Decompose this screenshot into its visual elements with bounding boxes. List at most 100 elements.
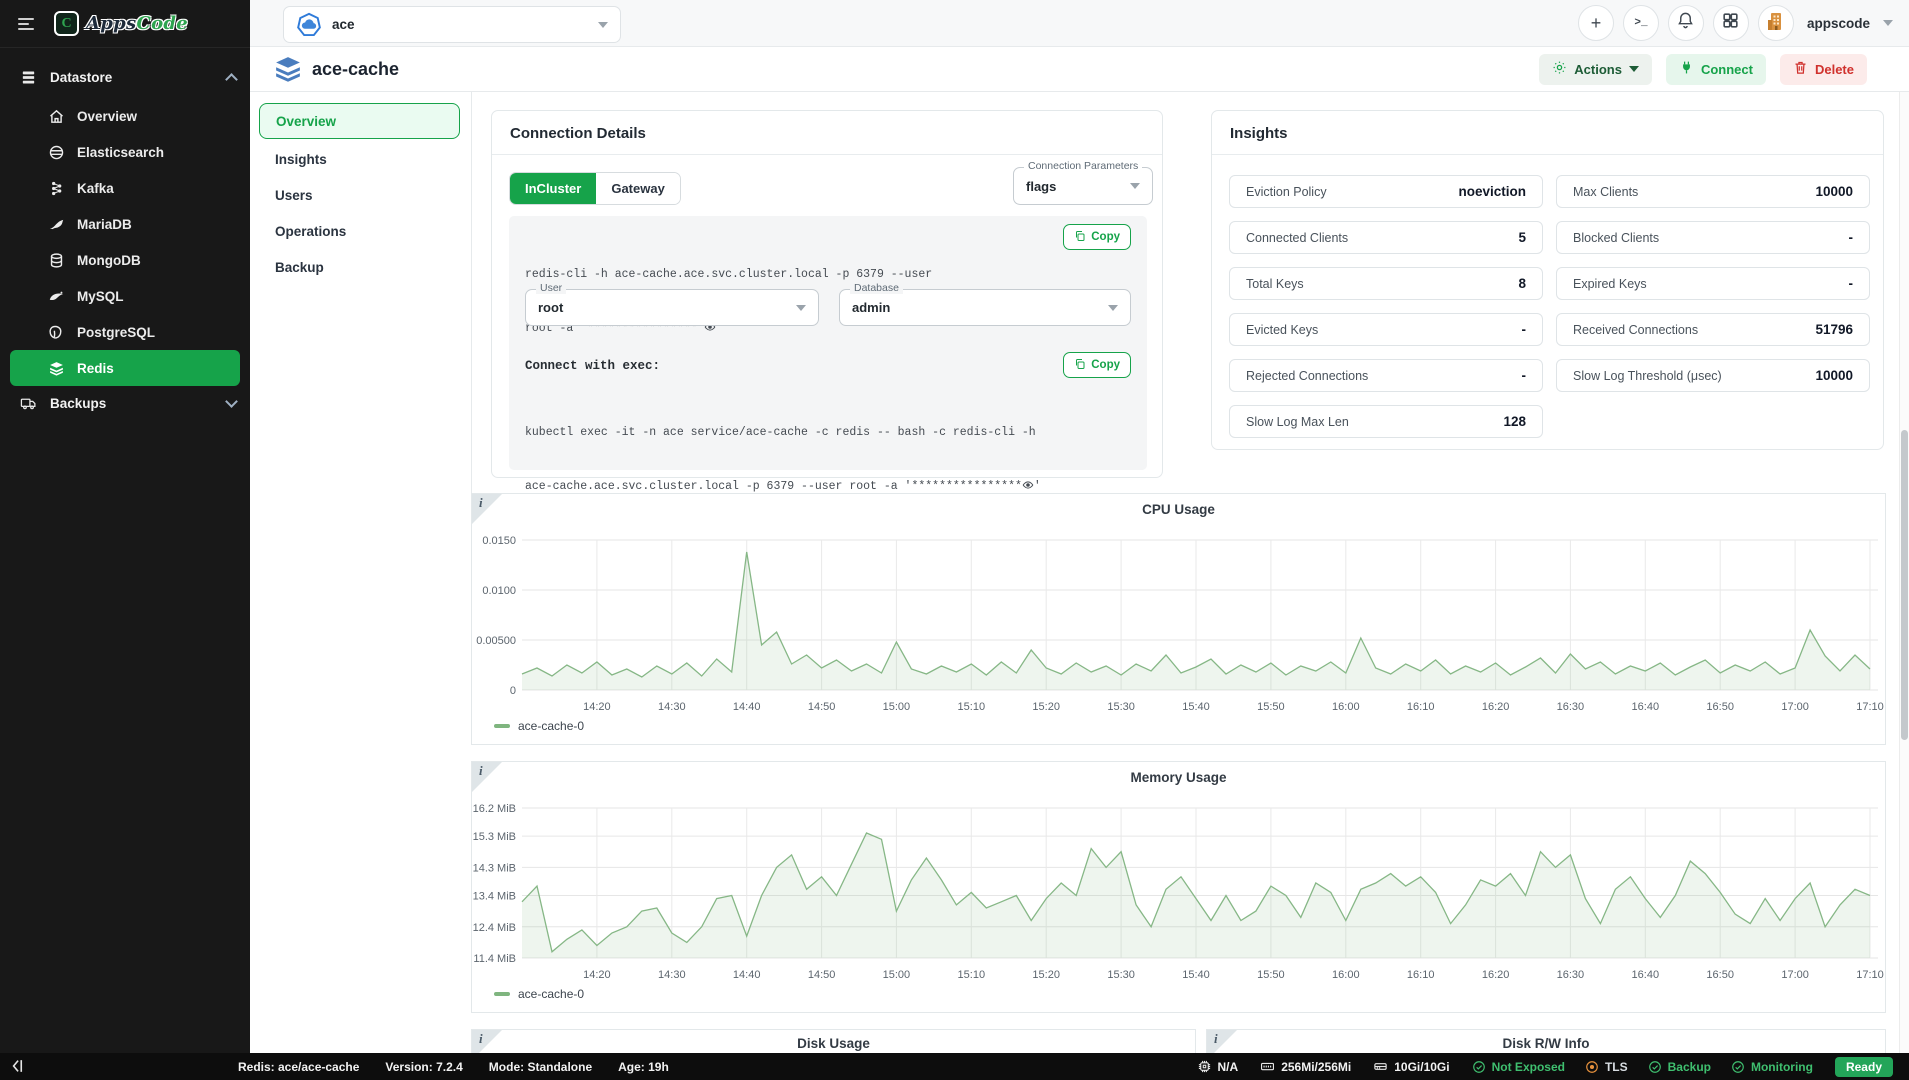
copy-exec-button[interactable]: Copy [1063,352,1131,378]
svg-text:15.3 MiB: 15.3 MiB [473,831,516,843]
info-icon[interactable]: i [479,495,483,510]
metric-value: 51796 [1815,322,1853,337]
connection-command-block: redis-cli -h ace-cache.ace.svc.cluster.l… [509,216,1147,493]
scrollbar-thumb[interactable] [1901,430,1908,740]
metric-label: Slow Log Threshold (μsec) [1573,368,1722,383]
svg-text:15:30: 15:30 [1107,969,1135,981]
datastore-icon [20,69,37,86]
terminal-button[interactable]: >_ [1622,5,1659,41]
sidebar-group-backups[interactable]: Backups [0,386,250,420]
menu-toggle-icon[interactable] [18,15,38,33]
chart-title: CPU Usage [1142,502,1215,517]
home-icon [48,108,65,125]
eye-icon[interactable] [1022,479,1034,491]
avatar[interactable] [1757,5,1794,41]
legend-marker [494,992,510,996]
panel-fold-corner [1207,1030,1237,1053]
sidebar-menu: Overview Elasticsearch Kafka MariaDB MongoDB… [0,98,250,386]
sidebar-header: C AppsCode [0,0,250,48]
sidebar-item-label: Redis [77,360,114,376]
user-select[interactable]: User root [525,282,819,326]
svg-text:14.3 MiB: 14.3 MiB [473,862,516,874]
gear-icon [1552,60,1567,78]
info-icon[interactable]: i [479,763,483,778]
svg-text:14:30: 14:30 [658,701,686,713]
disk-usage-panel: i Disk Usage [471,1029,1196,1053]
sidebar-item-mongodb[interactable]: MongoDB [0,242,250,278]
subnav-item-operations[interactable]: Operations [275,223,347,239]
bell-icon [1676,11,1695,35]
actions-button[interactable]: Actions [1539,53,1652,85]
vertical-scrollbar[interactable] [1899,92,1909,1053]
notifications-button[interactable] [1667,5,1704,41]
chevron-down-icon [795,304,806,311]
svg-text:0.0100: 0.0100 [482,585,516,597]
metric-value: - [1521,322,1527,337]
subnav-item-insights[interactable]: Insights [275,151,327,167]
svg-text:15:50: 15:50 [1257,701,1285,713]
topbar-actions: + >_ appscode [1577,5,1893,41]
chevron-down-icon [1628,66,1639,72]
connection-parameters-select[interactable]: Connection Parameters flags [1013,160,1153,205]
cluster-selector[interactable]: ace [283,6,621,43]
sidebar-item-mariadb[interactable]: MariaDB [0,206,250,242]
sidebar-item-label: MySQL [77,288,124,304]
connect-button[interactable]: Connect [1665,53,1766,85]
memory-usage-chart: 11.4 MiB 12.4 MiB 13.4 MiB 14.3 MiB 15.3 MiB… [473,803,1884,981]
sidebar-item-mysql[interactable]: MySQL [0,278,250,314]
metric-tile: Total Keys 8 [1229,267,1543,300]
sidebar-item-redis[interactable]: Redis [10,350,240,386]
appscode-logo[interactable]: C AppsCode [54,11,188,36]
cluster-cloud-icon [296,12,322,38]
chevron-down-icon[interactable] [1883,20,1893,26]
svg-text:0.00500: 0.00500 [476,635,516,647]
svg-text:16:20: 16:20 [1482,701,1510,713]
apps-grid-button[interactable] [1712,5,1749,41]
database-select[interactable]: Database admin [838,282,1131,326]
mariadb-icon [48,216,65,233]
redis-database-icon [273,54,303,84]
metric-label: Connected Clients [1246,230,1349,245]
sidebar-item-kafka[interactable]: Kafka [0,170,250,206]
statusbar-summary: Redis: ace/ace-cache Version: 7.2.4 Mode: … [238,1060,669,1074]
connection-details-title: Connection Details [492,111,1162,155]
sidebar-item-label: Kafka [77,180,114,196]
info-icon[interactable]: i [479,1031,483,1046]
sidebar-item-postgresql[interactable]: PostgreSQL [0,314,250,350]
metric-value: 5 [1518,230,1526,245]
svg-text:0.0150: 0.0150 [482,535,516,547]
connection-details-card: Connection Details InCluster Gateway Con… [491,110,1163,493]
sidebar-group-label: Datastore [50,69,113,85]
subnav-item-backup[interactable]: Backup [275,259,324,275]
tab-gateway[interactable]: Gateway [596,173,680,204]
tab-incluster[interactable]: InCluster [510,173,597,204]
copy-icon [1074,230,1086,245]
subnav-item-users[interactable]: Users [275,187,313,203]
chevron-down-icon [1108,304,1118,311]
check-circle-icon [1731,1060,1745,1074]
status-not-exposed: Not Exposed [1472,1060,1565,1074]
mongodb-icon [48,252,65,269]
copy-cli-button[interactable]: Copy [1063,224,1131,250]
collapse-panel-icon[interactable] [10,1057,30,1077]
user-name: appscode [1806,15,1870,31]
svg-text:16:50: 16:50 [1706,701,1734,713]
check-circle-icon [1472,1060,1486,1074]
sidebar-item-overview[interactable]: Overview [0,98,250,134]
info-icon[interactable]: i [1214,1031,1218,1046]
delete-button[interactable]: Delete [1779,53,1867,85]
sidebar-group-datastore[interactable]: Datastore [0,60,250,94]
metric-label: Slow Log Max Len [1246,414,1349,429]
svg-text:16:20: 16:20 [1482,969,1510,981]
subnav-item-overview[interactable]: Overview [259,103,460,139]
statusbar-item: Age: 19h [618,1059,669,1074]
statusbar-item: Redis: ace/ace-cache [238,1059,360,1074]
svg-text:14:40: 14:40 [733,969,761,981]
chart-legend: ace-cache-0 [494,987,584,1001]
create-button[interactable]: + [1577,5,1614,41]
metric-value: - [1848,230,1854,245]
topbar: ace + >_ appscode [250,0,1909,47]
sidebar-item-elasticsearch[interactable]: Elasticsearch [0,134,250,170]
subnav-divider [471,92,472,493]
